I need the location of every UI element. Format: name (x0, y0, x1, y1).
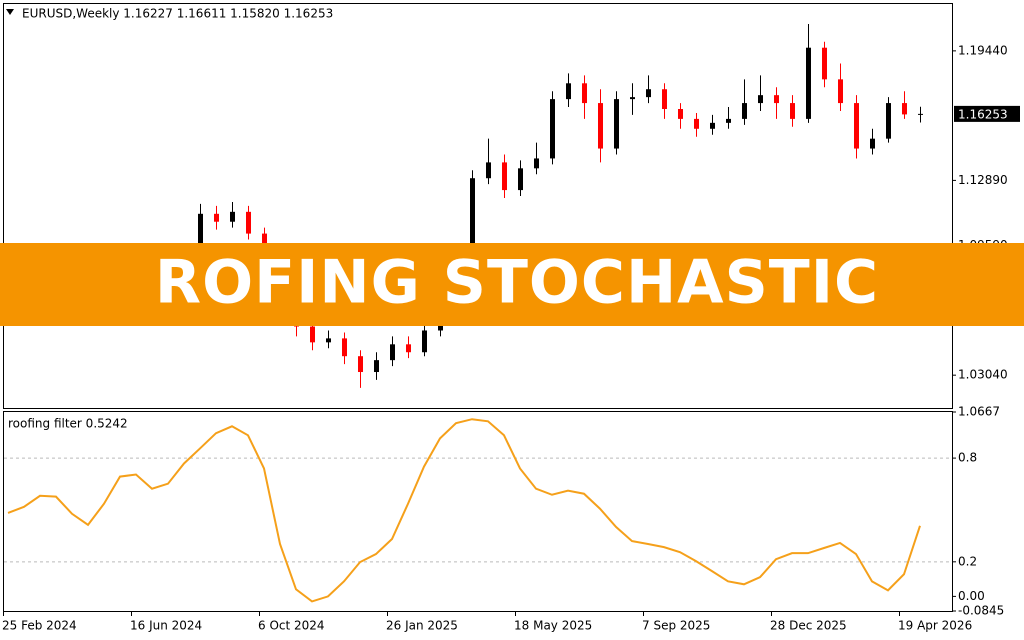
candle-body (742, 103, 747, 119)
last-price-label: 1.16253 (958, 107, 1008, 121)
y-tick-label: 1.19440 (958, 43, 1008, 57)
x-tick-label: 19 Apr 2026 (898, 619, 972, 633)
y-tick-label: 1.0667 (958, 405, 1000, 419)
candle-body (534, 158, 539, 169)
y-tick-label: 0.2 (958, 554, 977, 568)
y-tick-label: -0.0845 (958, 604, 1004, 618)
candle-body (710, 122, 715, 129)
candle-body (214, 213, 219, 222)
candle-body (886, 103, 891, 139)
candle-body (518, 168, 523, 191)
x-tick-label: 28 Dec 2025 (770, 619, 847, 633)
candle-body (758, 95, 763, 104)
y-tick-label: 1.03040 (958, 368, 1008, 382)
candle-body (198, 213, 203, 254)
candle-body (390, 344, 395, 361)
candle-body (406, 344, 411, 353)
x-tick-label: 7 Sep 2025 (642, 619, 710, 633)
x-tick-label: 25 Feb 2024 (2, 619, 77, 633)
candle-body (502, 162, 507, 191)
candle-body (870, 138, 875, 149)
candle-body (822, 47, 827, 80)
candle-body (726, 118, 731, 123)
x-tick-label: 16 Jun 2024 (130, 619, 202, 633)
banner-text: ROFING STOCHASTIC (155, 248, 879, 318)
candle-body (854, 103, 859, 149)
last-price-box (954, 105, 1020, 122)
indicator-title: roofing filter 0.5242 (8, 417, 128, 431)
candle-body (422, 330, 427, 353)
candle-body (470, 178, 475, 254)
candle-body (774, 95, 779, 104)
menu-triangle (6, 9, 14, 15)
candle-body (246, 211, 251, 234)
candle-body (582, 83, 587, 104)
candle-body (918, 113, 923, 115)
indicator-panel (3, 411, 953, 612)
candle-body (550, 99, 555, 159)
candle-body (326, 338, 331, 343)
indicator-line (7, 418, 921, 603)
candle-body (630, 97, 635, 100)
candle-body (486, 162, 491, 179)
candle-body (838, 79, 843, 104)
chart-title: EURUSD,Weekly 1.16227 1.16611 1.15820 1.… (22, 7, 333, 21)
candle-body (358, 356, 363, 373)
candle-body (598, 103, 603, 149)
x-tick-label: 18 May 2025 (514, 619, 592, 633)
candle-body (806, 47, 811, 119)
candle-body (694, 118, 699, 129)
candle-body (678, 109, 683, 119)
candle-body (374, 360, 379, 373)
candle-body (310, 326, 315, 343)
candle-body (662, 89, 667, 110)
candle-body (614, 99, 619, 149)
candle-body (790, 103, 795, 119)
candle-body (342, 338, 347, 357)
price-panel (3, 3, 953, 409)
y-tick-label: 0.8 (958, 451, 977, 465)
y-tick-label: 0.00 (958, 589, 985, 603)
banner (0, 243, 1024, 326)
x-tick-label: 6 Oct 2024 (258, 619, 325, 633)
candle-body (566, 83, 571, 100)
y-tick-label: 1.12890 (958, 173, 1008, 187)
candle-body (646, 89, 651, 98)
candle-body (902, 103, 907, 115)
candle-body (230, 211, 235, 222)
x-tick-label: 26 Jan 2025 (386, 619, 458, 633)
